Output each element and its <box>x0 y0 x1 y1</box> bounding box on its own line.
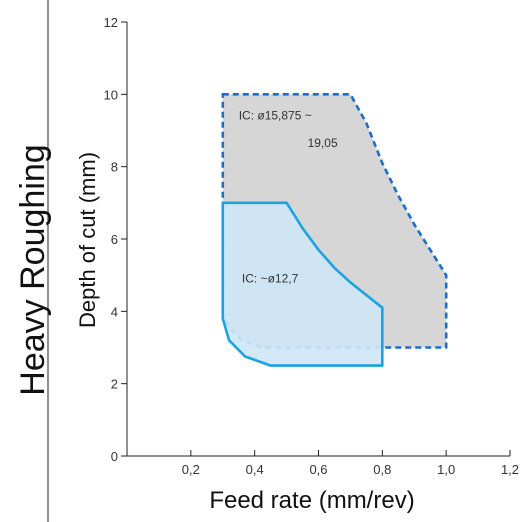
x-tick-label: 1,2 <box>501 462 519 477</box>
y-axis-title: Depth of cut (mm) <box>75 152 100 328</box>
x-tick-label: 1,0 <box>437 462 455 477</box>
y-tick-label: 10 <box>104 87 118 102</box>
region-label: 19,05 <box>308 136 338 150</box>
region-labels: IC: ø15,875 ~ 19,05 IC: ~ø12,7 <box>239 109 338 286</box>
y-tick-label: 4 <box>111 304 118 319</box>
y-ticks: 0 2 4 6 8 10 12 <box>104 15 127 464</box>
y-tick-label: 0 <box>111 449 118 464</box>
x-tick-label: 0,2 <box>182 462 200 477</box>
x-axis-title: Feed rate (mm/rev) <box>209 487 414 514</box>
x-tick-label: 0,8 <box>373 462 391 477</box>
x-ticks: 0,2 0,4 0,6 0,8 1,0 1,2 <box>182 450 519 477</box>
side-title: Heavy Roughing <box>14 144 52 395</box>
y-tick-label: 2 <box>111 377 118 392</box>
region-small-ic <box>221 201 384 367</box>
y-tick-label: 12 <box>104 15 118 30</box>
region-label: IC: ø15,875 ~ <box>239 109 312 123</box>
x-tick-label: 0,4 <box>246 462 264 477</box>
y-tick-label: 8 <box>111 160 118 175</box>
y-tick-label: 6 <box>111 232 118 247</box>
x-tick-label: 0,6 <box>309 462 327 477</box>
regions <box>221 93 448 367</box>
region-label: IC: ~ø12,7 <box>242 271 299 285</box>
